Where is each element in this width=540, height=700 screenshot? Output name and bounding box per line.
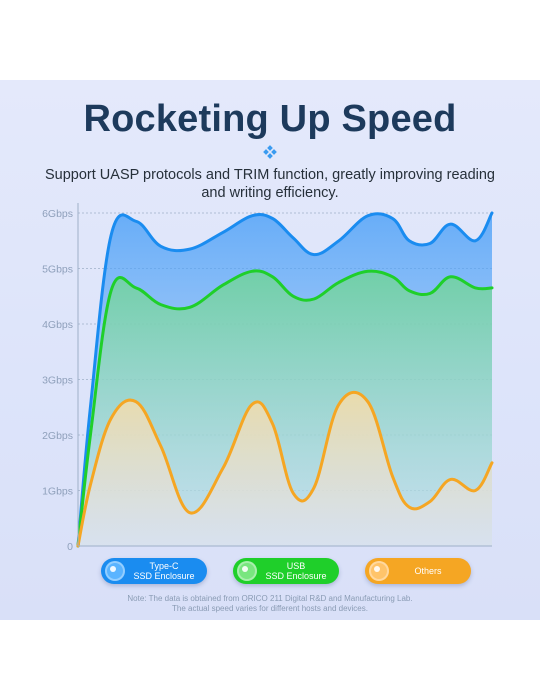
legend-item-type-c: Type-C SSD Enclosure (101, 558, 207, 584)
subtitle: Support UASP protocols and TRIM function… (44, 167, 495, 201)
chart-lines (76, 211, 494, 548)
y-tick-label: 0 (67, 541, 73, 553)
chart-axes (77, 203, 492, 547)
y-tick-label: 3Gbps (42, 375, 73, 387)
product-panel: Rocketing Up Speed Support UASP protocol… (0, 80, 540, 620)
y-tick-label: 6Gbps (42, 208, 73, 220)
footnote: Note: The data is obtained from ORICO 21… (20, 594, 520, 614)
legend-item-usb: USB SSD Enclosure (233, 558, 339, 584)
footnote-line-1: Note: The data is obtained from ORICO 21… (127, 594, 413, 603)
footnote-line-2: The actual speed varies for different ho… (172, 604, 368, 613)
speed-chart: 0 1Gbps 2Gbps 3Gbps 4Gbps 5Gbps 6Gbps (42, 203, 494, 553)
series-line-type-c (76, 211, 494, 548)
series-line-others (76, 390, 494, 548)
page-title: Rocketing Up Speed (83, 98, 457, 140)
y-tick-label: 1Gbps (42, 486, 73, 498)
legend-dot-icon (105, 561, 125, 581)
legend-dot-icon (237, 561, 257, 581)
legend-label: USB SSD Enclosure (265, 561, 327, 581)
y-tick-label: 5Gbps (42, 264, 73, 276)
legend-dot-icon (369, 561, 389, 581)
chart-areas (78, 213, 492, 546)
legend-label: Others (414, 566, 442, 576)
y-tick-label: 2Gbps (42, 430, 73, 442)
legend-label: Type-C SSD Enclosure (133, 561, 195, 581)
y-tick-label: 4Gbps (42, 319, 73, 331)
series-line-usb (76, 269, 494, 548)
diamond-ornament-icon (263, 145, 277, 159)
y-tick-labels: 0 1Gbps 2Gbps 3Gbps 4Gbps 5Gbps 6Gbps (42, 208, 73, 553)
legend-item-others: Others (365, 558, 471, 584)
